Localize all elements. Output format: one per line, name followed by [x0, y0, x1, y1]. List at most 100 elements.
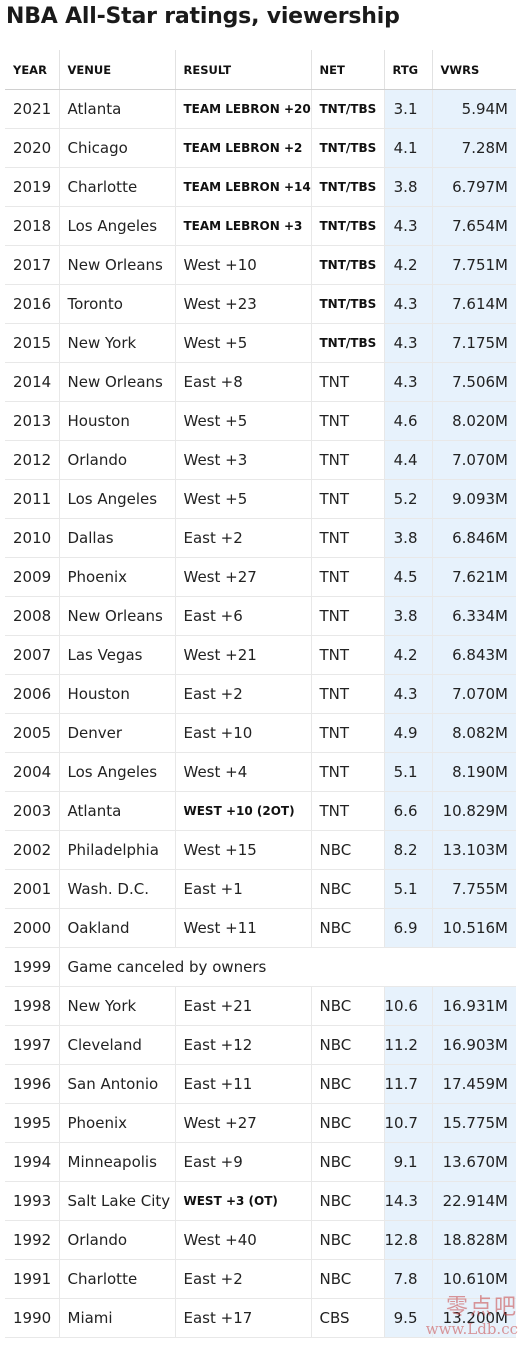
- cell-empty: [384, 947, 516, 987]
- table-row: 2004 Los Angeles West +4 TNT 5.1 8.190M: [5, 752, 516, 792]
- cell-vwrs: 7.654M: [432, 206, 516, 246]
- cell-vwrs: 13.103M: [432, 830, 516, 870]
- cell-year: 2018: [5, 206, 60, 246]
- cell-vwrs: 6.843M: [432, 635, 516, 675]
- table-row: 1996 San Antonio East +11 NBC 11.7 17.459M: [5, 1064, 516, 1104]
- table-row: 2012 Orlando West +3 TNT 4.4 7.070M: [5, 440, 516, 480]
- cell-net: NBC: [311, 1103, 385, 1143]
- cell-net: TNT: [311, 596, 385, 636]
- cell-rtg: 14.3: [384, 1181, 433, 1221]
- cell-result: West +10: [175, 245, 312, 285]
- cell-year: 2012: [5, 440, 60, 480]
- table-row: 1991 Charlotte East +2 NBC 7.8 10.610M: [5, 1259, 516, 1299]
- cell-rtg: 3.8: [384, 518, 433, 558]
- cell-vwrs: 17.459M: [432, 1064, 516, 1104]
- cell-vwrs: 7.755M: [432, 869, 516, 909]
- cell-rtg: 10.7: [384, 1103, 433, 1143]
- cell-rtg: 4.1: [384, 128, 433, 168]
- cell-venue: Charlotte: [59, 167, 176, 207]
- cell-vwrs: 16.931M: [432, 986, 516, 1026]
- cell-year: 2020: [5, 128, 60, 168]
- cell-year: 2011: [5, 479, 60, 519]
- cell-result: East +8: [175, 362, 312, 402]
- cell-net: TNT: [311, 635, 385, 675]
- table-header-row: YEAR VENUE RESULT NET RTG VWRS: [5, 50, 516, 90]
- cell-net: NBC: [311, 1220, 385, 1260]
- cell-rtg: 4.3: [384, 323, 433, 363]
- cell-year: 1992: [5, 1220, 60, 1260]
- table-body: 2021 Atlanta TEAM LEBRON +20 TNT/TBS 3.1 5.94…: [5, 89, 516, 1338]
- cell-vwrs: 10.829M: [432, 791, 516, 831]
- cell-vwrs: 7.28M: [432, 128, 516, 168]
- table-row: 2001 Wash. D.C. East +1 NBC 5.1 7.755M: [5, 869, 516, 909]
- cell-venue: Dallas: [59, 518, 176, 558]
- cell-rtg: 4.3: [384, 206, 433, 246]
- cell-result: TEAM LEBRON +3: [175, 206, 312, 246]
- cell-vwrs: 18.828M: [432, 1220, 516, 1260]
- cell-venue: New Orleans: [59, 596, 176, 636]
- cell-venue: Philadelphia: [59, 830, 176, 870]
- cell-rtg: 3.8: [384, 167, 433, 207]
- cell-result: East +2: [175, 518, 312, 558]
- cell-result: WEST +10 (2OT): [175, 791, 312, 831]
- cell-year: 2014: [5, 362, 60, 402]
- cell-result: West +27: [175, 1103, 312, 1143]
- table-row: 2007 Las Vegas West +21 TNT 4.2 6.843M: [5, 635, 516, 675]
- cell-venue: Houston: [59, 401, 176, 441]
- cell-result: West +4: [175, 752, 312, 792]
- cell-year: 1999: [5, 947, 60, 987]
- cell-venue: Denver: [59, 713, 176, 753]
- cell-year: 2007: [5, 635, 60, 675]
- cell-rtg: 4.2: [384, 635, 433, 675]
- cell-result: TEAM LEBRON +20: [175, 89, 312, 129]
- cell-vwrs: 15.775M: [432, 1103, 516, 1143]
- cell-venue: New Orleans: [59, 362, 176, 402]
- cell-rtg: 12.8: [384, 1220, 433, 1260]
- table-row: 2015 New York West +5 TNT/TBS 4.3 7.175M: [5, 323, 516, 363]
- cell-rtg: 6.6: [384, 791, 433, 831]
- cell-venue: San Antonio: [59, 1064, 176, 1104]
- cell-year: 1990: [5, 1298, 60, 1338]
- cell-result: West +40: [175, 1220, 312, 1260]
- table-row: 2013 Houston West +5 TNT 4.6 8.020M: [5, 401, 516, 441]
- cell-year: 2017: [5, 245, 60, 285]
- cell-vwrs: 8.020M: [432, 401, 516, 441]
- cell-vwrs: 7.614M: [432, 284, 516, 324]
- cell-year: 1995: [5, 1103, 60, 1143]
- cell-rtg: 4.2: [384, 245, 433, 285]
- column-header-net: NET: [311, 50, 385, 90]
- cell-net: TNT/TBS: [311, 128, 385, 168]
- cell-net: NBC: [311, 830, 385, 870]
- ratings-table: YEAR VENUE RESULT NET RTG VWRS 2021 Atlan…: [5, 50, 516, 1338]
- cell-net: TNT/TBS: [311, 206, 385, 246]
- column-header-vwrs: VWRS: [432, 50, 516, 90]
- table-row: 2011 Los Angeles West +5 TNT 5.2 9.093M: [5, 479, 516, 519]
- cell-result: East +2: [175, 674, 312, 714]
- cell-vwrs: 7.070M: [432, 674, 516, 714]
- table-row: 1994 Minneapolis East +9 NBC 9.1 13.670M: [5, 1142, 516, 1182]
- cell-venue: Oakland: [59, 908, 176, 948]
- cell-year: 2013: [5, 401, 60, 441]
- table-row: 2005 Denver East +10 TNT 4.9 8.082M: [5, 713, 516, 753]
- cell-result: West +27: [175, 557, 312, 597]
- column-header-rtg: RTG: [384, 50, 433, 90]
- cell-year: 2021: [5, 89, 60, 129]
- cell-year: 2003: [5, 791, 60, 831]
- cell-rtg: 5.1: [384, 869, 433, 909]
- cell-venue: Chicago: [59, 128, 176, 168]
- cell-net: TNT/TBS: [311, 167, 385, 207]
- cell-result: West +3: [175, 440, 312, 480]
- cell-venue: Orlando: [59, 440, 176, 480]
- cell-rtg: 5.1: [384, 752, 433, 792]
- cell-venue: Phoenix: [59, 1103, 176, 1143]
- cell-net: TNT/TBS: [311, 245, 385, 285]
- cell-vwrs: 5.94M: [432, 89, 516, 129]
- cell-rtg: 4.9: [384, 713, 433, 753]
- cell-venue: Houston: [59, 674, 176, 714]
- page-title: NBA All-Star ratings, viewership: [6, 4, 400, 29]
- cell-year: 2009: [5, 557, 60, 597]
- cell-rtg: 7.8: [384, 1259, 433, 1299]
- cell-venue: Atlanta: [59, 791, 176, 831]
- cell-vwrs: 22.914M: [432, 1181, 516, 1221]
- cell-result: West +23: [175, 284, 312, 324]
